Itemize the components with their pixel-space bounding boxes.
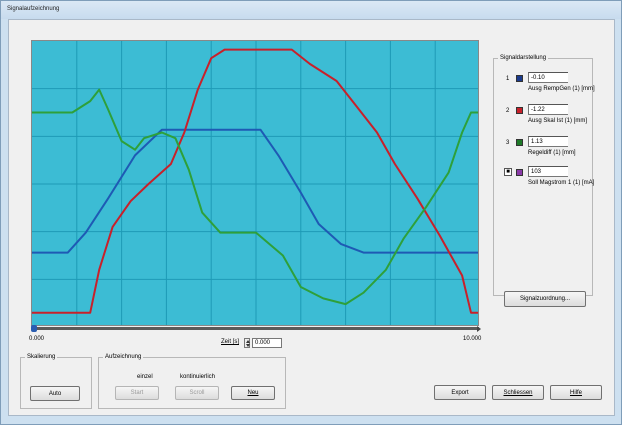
help-button[interactable]: Hilfe <box>550 385 602 400</box>
signal-4-checkbox[interactable]: ■ <box>504 168 512 176</box>
signal-line-2 <box>32 48 478 314</box>
signal-value: -0.10 <box>528 72 568 83</box>
export-button[interactable]: Export <box>434 385 486 400</box>
zeit-input[interactable]: 0.000 <box>252 338 282 348</box>
client-area: 0.000 10.000 Zeit [s] 0.000 Signaldarste… <box>8 19 615 416</box>
x-axis-max-label: 10.000 <box>463 336 482 342</box>
signal-number: 2 <box>506 108 510 114</box>
signal-row-3: 3 1.13 Regeldiff (1) [mm] <box>506 135 596 167</box>
signal-label: Regeldiff (1) [mm] <box>528 150 576 156</box>
single-label: einzel <box>137 374 153 380</box>
plot-canvas <box>32 41 478 325</box>
signal-number: 3 <box>506 140 510 146</box>
signal-row-4: ■ 4 103 Soll Magstrom 1 (1) [mA] <box>504 165 596 197</box>
x-axis-min-label: 0.000 <box>29 336 45 342</box>
start-button[interactable]: Start <box>115 386 159 400</box>
recording-group-title: Aufzeichnung <box>103 353 144 361</box>
signal-label: Ausg RempGen (1) [mm] <box>528 86 595 92</box>
signal-row-1: 1 -0.10 Ausg RempGen (1) [mm] <box>506 71 596 103</box>
scroll-button[interactable]: Scroll <box>175 386 219 400</box>
signal-row-2: 2 -1.22 Ausg Skal Ist (1) [mm] <box>506 103 596 135</box>
title-bar: Signalaufzeichnung <box>1 1 621 19</box>
signal-assign-button[interactable]: Signalzuordnung... <box>504 291 586 307</box>
window-title: Signalaufzeichnung <box>7 6 60 12</box>
auto-button[interactable]: Auto <box>30 386 80 401</box>
signal-number: 1 <box>506 76 510 82</box>
scrollbar-thumb[interactable] <box>31 325 37 332</box>
signal-label: Soll Magstrom 1 (1) [mA] <box>528 180 595 186</box>
recording-group: Aufzeichnung einzel kontinuierlich Start… <box>98 353 286 409</box>
signal-color-swatch[interactable] <box>516 107 523 114</box>
zeit-label: Zeit [s] <box>221 339 240 345</box>
close-button[interactable]: Schliessen <box>492 385 544 400</box>
scrollbar-end-arrow-icon <box>477 326 481 332</box>
time-scrollbar[interactable] <box>31 325 481 332</box>
signal-plot[interactable] <box>31 40 479 326</box>
signal-value: -1.22 <box>528 104 568 115</box>
signal-color-swatch[interactable] <box>516 169 523 176</box>
signal-line-1 <box>32 128 478 254</box>
signal-value: 103 <box>528 166 568 177</box>
signal-display-group: Signaldarstellung 1 -0.10 Ausg RempGen (… <box>493 54 596 307</box>
signal-color-swatch[interactable] <box>516 75 523 82</box>
zeit-spinner[interactable] <box>244 338 250 348</box>
signal-value: 1.13 <box>528 136 568 147</box>
scrollbar-track <box>35 327 479 330</box>
signal-display-title: Signaldarstellung <box>498 54 549 62</box>
signal-color-swatch[interactable] <box>516 139 523 146</box>
scaling-group: Skalierung Auto <box>20 353 92 409</box>
signal-line-3 <box>32 88 478 306</box>
scaling-group-title: Skalierung <box>25 353 58 361</box>
continuous-label: kontinuierlich <box>180 374 216 380</box>
new-button[interactable]: Neu <box>231 386 275 400</box>
signal-label: Ausg Skal Ist (1) [mm] <box>528 118 588 124</box>
